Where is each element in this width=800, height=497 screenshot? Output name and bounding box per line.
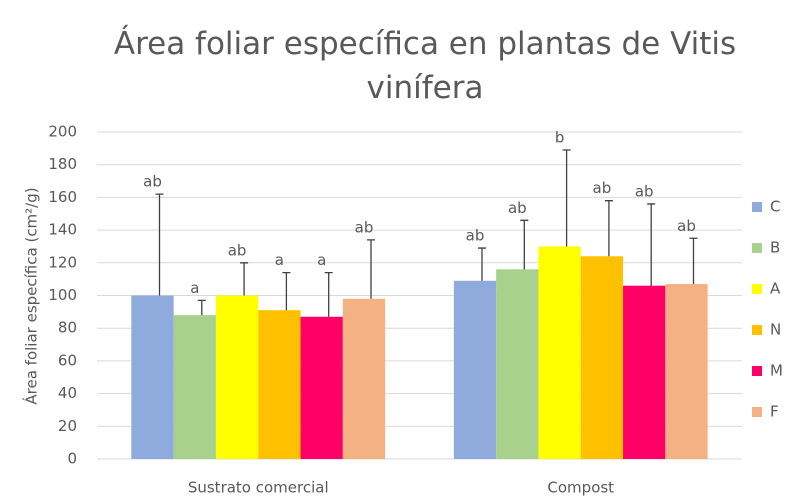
y-tick-label: 80 xyxy=(58,319,77,337)
significance-letter: a xyxy=(190,279,199,297)
significance-letter: ab xyxy=(466,227,485,245)
significance-letter: a xyxy=(275,251,284,269)
legend-swatch xyxy=(752,284,762,294)
error-bar xyxy=(520,219,529,270)
x-tick-label: Sustrato comercial xyxy=(188,479,329,497)
significance-letter: b xyxy=(555,128,565,146)
legend-swatch xyxy=(752,366,762,376)
significance-letter: ab xyxy=(508,199,527,217)
legend-label: C xyxy=(770,198,780,216)
y-tick-label: 160 xyxy=(48,188,77,206)
significance-letter: ab xyxy=(228,241,247,259)
error-bar xyxy=(562,149,571,247)
y-tick-label: 60 xyxy=(58,351,77,369)
bar xyxy=(665,284,708,459)
legend-swatch xyxy=(752,325,762,335)
error-bar xyxy=(604,200,613,257)
legend-swatch xyxy=(752,202,762,212)
significance-letter: ab xyxy=(143,173,162,191)
bar xyxy=(538,246,581,459)
significance-letter: ab xyxy=(593,179,612,197)
significance-letter: ab xyxy=(635,182,654,200)
y-tick-label: 140 xyxy=(48,221,77,239)
bar xyxy=(173,315,216,459)
error-bar xyxy=(240,262,249,296)
bar xyxy=(258,310,301,459)
bar xyxy=(496,269,539,459)
legend-label: M xyxy=(770,362,783,380)
y-tick-label: 100 xyxy=(48,286,77,304)
y-tick-label: 40 xyxy=(58,384,77,402)
x-tick-label: Compost xyxy=(547,479,614,497)
bar xyxy=(623,285,666,459)
error-bar xyxy=(324,271,333,317)
error-bar xyxy=(647,203,656,286)
y-tick-label: 0 xyxy=(67,450,77,468)
bar xyxy=(342,298,386,459)
error-bar xyxy=(155,193,164,296)
bar xyxy=(131,295,174,459)
legend-swatch xyxy=(752,407,762,417)
y-tick-label: 120 xyxy=(48,253,77,271)
y-tick-label: 20 xyxy=(58,417,77,435)
error-bar xyxy=(367,239,375,299)
legend-label: B xyxy=(770,239,780,257)
error-bar xyxy=(197,299,206,316)
y-axis-label: Área foliar específica (cm²/g) xyxy=(22,187,41,404)
significance-letter: a xyxy=(317,251,326,269)
chart-title: Área foliar específica en plantas de Vit… xyxy=(114,26,736,106)
bar xyxy=(215,295,259,459)
significance-letter: ab xyxy=(355,218,374,236)
significance-letter: ab xyxy=(677,217,696,235)
legend-label: F xyxy=(770,403,779,421)
legend-label: N xyxy=(770,321,781,339)
legend-swatch xyxy=(752,243,762,253)
error-bar xyxy=(282,271,291,311)
error-bar xyxy=(689,237,698,285)
bar xyxy=(580,256,624,459)
legend-label: A xyxy=(770,280,781,298)
bar xyxy=(300,316,343,459)
y-tick-label: 200 xyxy=(48,123,77,141)
error-bar xyxy=(478,247,486,281)
y-tick-label: 180 xyxy=(48,155,77,173)
bar xyxy=(453,280,497,459)
